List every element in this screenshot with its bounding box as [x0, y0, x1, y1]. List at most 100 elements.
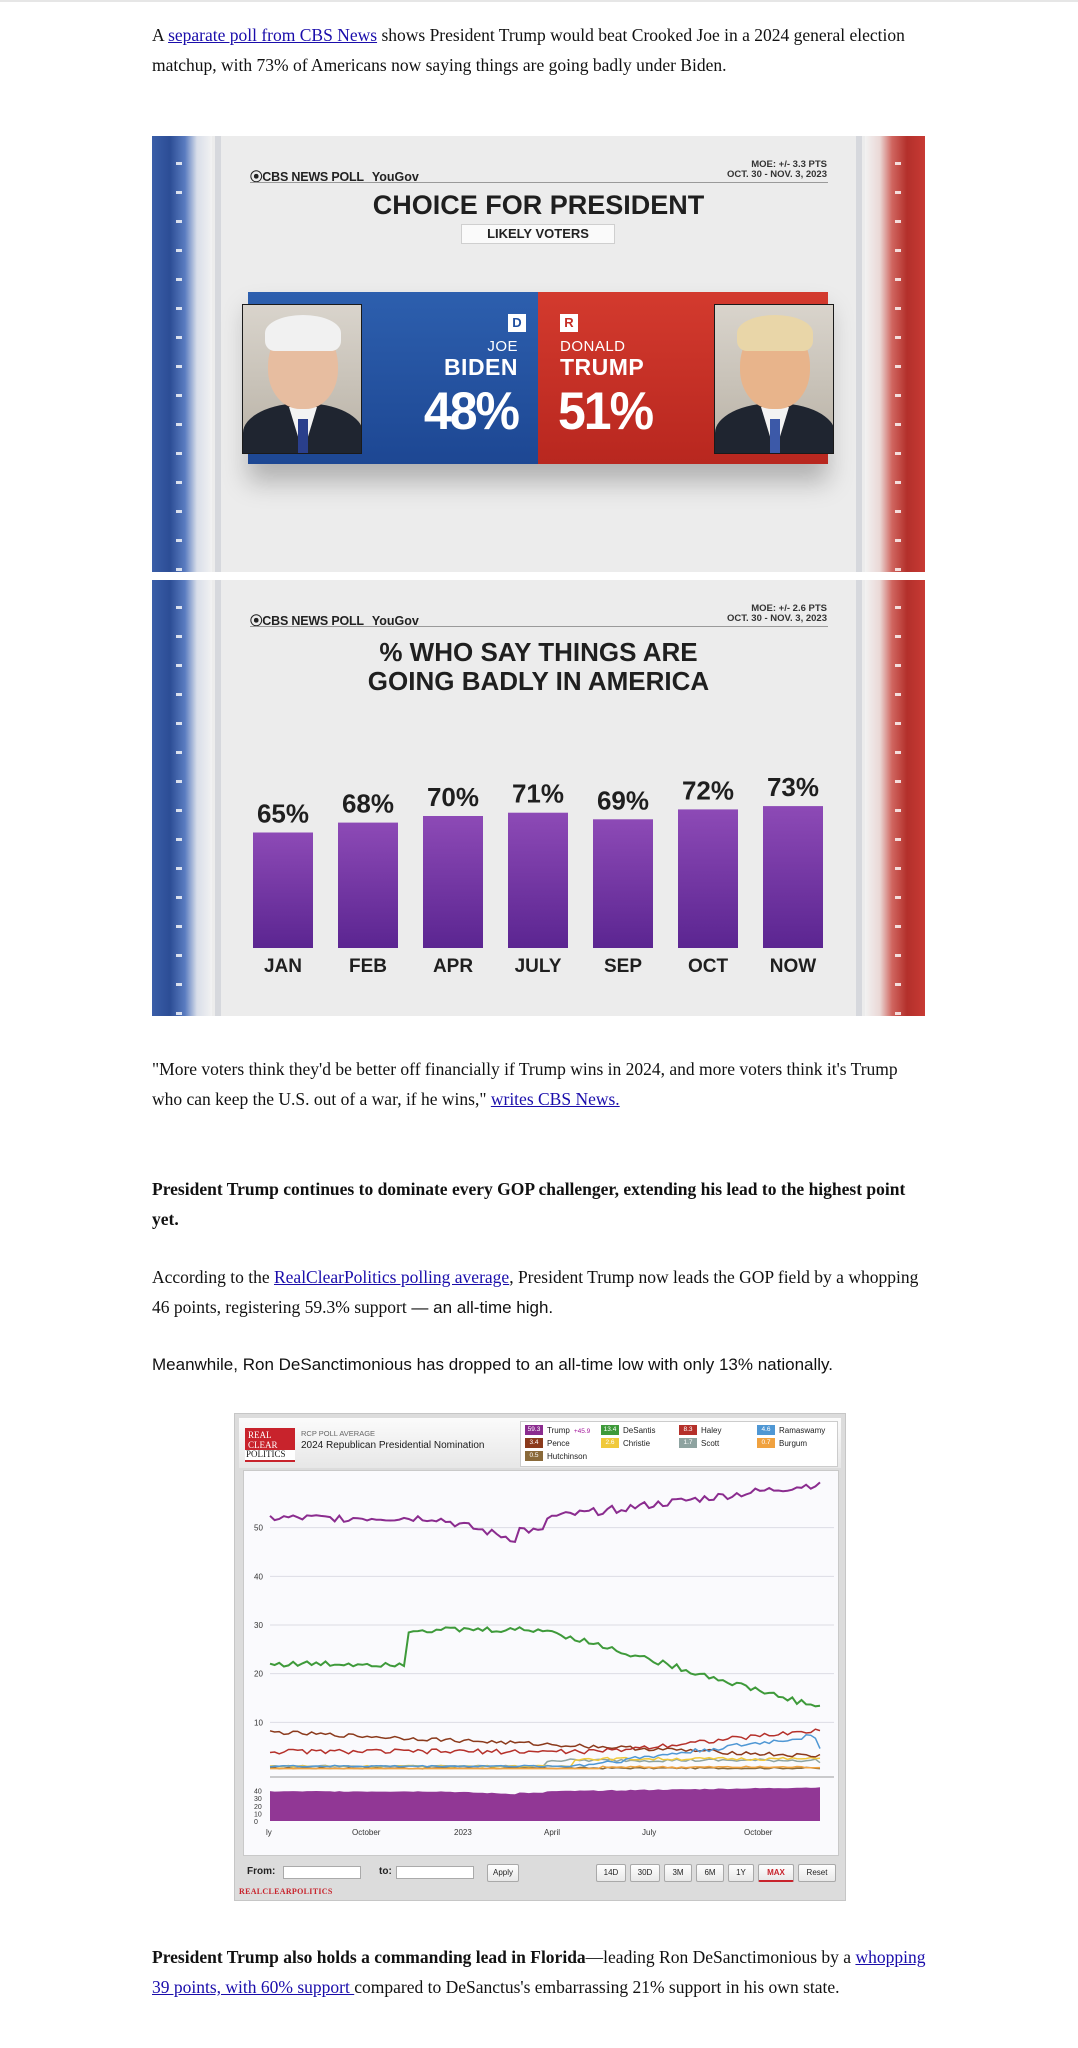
legend-item-trump[interactable]: 59.3 Trump +45.9 — [525, 1425, 590, 1437]
paragraph-gop-lead: President Trump continues to dominate ev… — [152, 1174, 932, 1234]
bar-category-label: JULY — [515, 956, 562, 977]
paragraph-cbs-poll: A separate poll from CBS News shows Pres… — [152, 20, 932, 80]
paragraph-rcp-average: According to the RealClearPolitics polli… — [152, 1262, 932, 1323]
x-tick-label: October — [744, 1828, 773, 1837]
series-line-christie — [269, 1756, 821, 1768]
legend-name: Haley — [701, 1426, 722, 1435]
rcp-legend: 59.3 Trump +45.9 13.4 DeSantis 8.3 Haley 4.6 Ram… — [520, 1421, 838, 1467]
rcp-poll-average-chart: REAL CLEAR POLITICS RCP POLL AVERAGE 2024 … — [234, 1413, 846, 1901]
biden-last-name: BIDEN — [443, 354, 518, 380]
graphic-title: CHOICE FOR PRESIDENT — [372, 190, 705, 220]
bar-value-label: 73% — [767, 772, 819, 802]
legend-item-pence[interactable]: 3.4 Pence — [525, 1438, 570, 1449]
navigator-tick-label: 0 — [254, 1819, 258, 1826]
navigator-area[interactable] — [270, 1787, 820, 1821]
biden-percent: 48% — [423, 381, 520, 441]
biden-first-name: JOE — [487, 338, 518, 355]
navigator-tick-label: 40 — [254, 1789, 262, 1796]
cbs-poll-link[interactable]: separate poll from CBS News — [168, 25, 378, 45]
bar-july — [508, 812, 568, 948]
range-max-button[interactable]: MAX — [758, 1864, 794, 1882]
legend-name: Ramaswamy — [779, 1426, 826, 1435]
rcp-chart-header: REAL CLEAR POLITICS RCP POLL AVERAGE 2024 … — [239, 1418, 841, 1468]
trump-percent: 51% — [558, 381, 654, 441]
graphic-title: % WHO SAY THINGS ARE GOING BADLY IN AMERI… — [367, 637, 710, 696]
cbs-news-poll-logo: ⦿CBS NEWS POLL YouGov — [250, 614, 419, 628]
paragraph-text: "More voters think they'd be better off … — [152, 1059, 898, 1109]
navigator-tick-label: 10 — [254, 1811, 262, 1818]
legend-name: Pence — [547, 1439, 570, 1448]
flag-pole — [856, 580, 862, 1016]
rcp-subtitle: RCP POLL AVERAGE — [301, 1429, 376, 1438]
range-30d-button[interactable]: 30D — [630, 1864, 660, 1882]
paragraph-text: According to the — [152, 1267, 274, 1287]
legend-swatch: 2.6 — [601, 1438, 619, 1448]
paragraph-florida-lead: President Trump also holds a commanding … — [152, 1942, 932, 2002]
navigator-tick-label: 20 — [254, 1804, 262, 1811]
from-date-input[interactable] — [283, 1866, 361, 1879]
legend-item-haley[interactable]: 8.3 Haley — [679, 1425, 721, 1436]
to-label: to: — [379, 1866, 392, 1877]
x-tick-label: 2023 — [454, 1828, 472, 1837]
flag-stud-strip — [176, 580, 182, 1016]
range-6m-button[interactable]: 6M — [696, 1864, 724, 1882]
flag-pole — [215, 136, 221, 572]
rcp-plot-area: 50 40 30 20 10 40 30 20 10 0 ly October 2023 April Jul… — [243, 1470, 839, 1856]
range-3m-button[interactable]: 3M — [664, 1864, 692, 1882]
paragraph-text: , President Trump now leads the GOP fiel… — [152, 1267, 919, 1317]
series-line-ramaswamy — [269, 1734, 821, 1768]
trump-panel: R DONALD TRUMP 51% — [538, 292, 834, 464]
margin-of-error: MOE: +/- 3.3 PTS OCT. 30 - NOV. 3, 2023 — [727, 159, 827, 180]
bold-heading-text: President Trump continues to dominate ev… — [152, 1179, 906, 1229]
legend-item-christie[interactable]: 2.6 Christie — [601, 1438, 650, 1449]
legend-swatch: 1.7 — [679, 1438, 697, 1448]
paragraph-text: — an all-time high. — [406, 1298, 554, 1317]
choice-for-president-graphic: ⦿CBS NEWS POLL YouGov MOE: +/- 3.3 PTS OCT… — [152, 136, 925, 572]
paragraph-cbs-quote: "More voters think they'd be better off … — [152, 1054, 932, 1114]
rcp-logo: REAL CLEAR POLITICS — [245, 1428, 295, 1462]
apply-button[interactable]: Apply — [487, 1864, 519, 1882]
bar-category-label: FEB — [349, 956, 387, 977]
range-14d-button[interactable]: 14D — [596, 1864, 626, 1882]
series-line-pence — [269, 1730, 821, 1758]
legend-item-scott[interactable]: 1.7 Scott — [679, 1438, 719, 1449]
series-line-haley — [269, 1728, 821, 1755]
header-rule — [250, 182, 828, 183]
paragraph-desantis-low: Meanwhile, Ron DeSanctimonious has dropp… — [152, 1355, 833, 1374]
legend-item-ramaswamy[interactable]: 4.6 Ramaswamy — [757, 1425, 825, 1436]
rcp-watermark: REALCLEARPOLITICS — [239, 1887, 333, 1896]
paragraph-text: compared to DeSanctus's embarrassing 21%… — [354, 1977, 840, 1997]
bar-value-label: 69% — [597, 785, 649, 815]
y-tick-label: 50 — [254, 1524, 263, 1533]
x-tick-label: July — [642, 1828, 656, 1837]
bar-value-label: 72% — [682, 775, 734, 805]
to-date-input[interactable] — [396, 1866, 474, 1879]
legend-swatch: 3.4 — [525, 1438, 543, 1448]
bar-category-label: SEP — [604, 956, 642, 977]
us-flag-left — [152, 136, 212, 572]
range-1y-button[interactable]: 1Y — [728, 1864, 754, 1882]
from-label: From: — [247, 1866, 276, 1877]
series-line-trump — [269, 1481, 821, 1544]
legend-item-burgum[interactable]: 0.7 Burgum — [757, 1438, 807, 1449]
y-tick-label: 30 — [254, 1621, 263, 1630]
biden-photo — [242, 304, 362, 454]
x-tick-label: October — [352, 1828, 381, 1837]
bar-sep — [593, 819, 653, 948]
florida-poll-link[interactable]: whopping 39 points, with 60% support — [152, 1947, 926, 1997]
header-rule — [250, 626, 828, 627]
legend-item-hutchinson[interactable]: 0.5 Hutchinson — [525, 1451, 587, 1462]
margin-of-error: MOE: +/- 2.6 PTS OCT. 30 - NOV. 3, 2023 — [727, 603, 827, 624]
bar-jan — [253, 832, 313, 948]
cbs-news-poll-logo: ⦿CBS NEWS POLL YouGov — [250, 170, 419, 184]
rcp-polling-average-link[interactable]: RealClearPolitics polling average — [273, 1267, 510, 1287]
bar-apr — [423, 816, 483, 948]
legend-swatch: 0.7 — [757, 1438, 775, 1448]
writes-cbs-news-link[interactable]: writes CBS News. — [490, 1089, 620, 1109]
x-tick-label: ly — [266, 1828, 272, 1837]
legend-item-desantis[interactable]: 13.4 DeSantis — [601, 1425, 655, 1436]
bar-now — [763, 806, 823, 948]
bar-value-label: 71% — [512, 779, 564, 809]
reset-button[interactable]: Reset — [798, 1864, 836, 1882]
